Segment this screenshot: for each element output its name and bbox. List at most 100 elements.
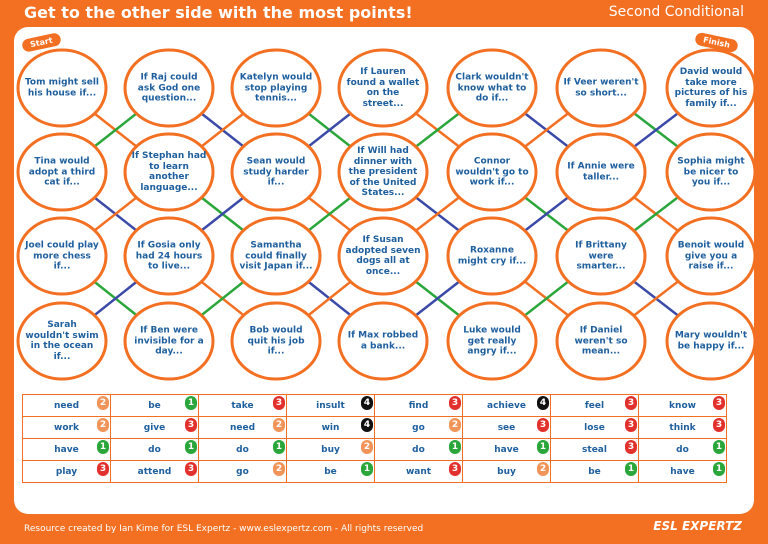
verb-word: attend	[137, 466, 172, 477]
board-space[interactable]	[555, 216, 647, 296]
verb-word: work	[54, 422, 79, 433]
board-space-text: David would take more pictures of his fa…	[674, 67, 748, 109]
verb-cell[interactable]: need 2	[22, 394, 111, 417]
board-space-text: Clark wouldn't know what to do if...	[455, 72, 529, 104]
board-space-text: Sarah wouldn't swim in the ocean if...	[25, 320, 99, 362]
verb-cell[interactable]: have 1	[638, 460, 727, 483]
board-space[interactable]	[337, 48, 429, 128]
board-space[interactable]	[446, 132, 538, 212]
points-badge: 3	[449, 396, 461, 410]
board-space-text: If Gosia only had 24 hours to live...	[135, 240, 203, 272]
board-space-text: If Brittany were smarter...	[575, 240, 627, 272]
board-space[interactable]	[665, 301, 757, 381]
verb-cell[interactable]: do 1	[374, 438, 463, 461]
board-space[interactable]	[230, 216, 322, 296]
verb-cell[interactable]: have 1	[462, 438, 551, 461]
verb-cell[interactable]: want 3	[374, 460, 463, 483]
verb-cell[interactable]: lose 3	[550, 416, 639, 439]
verb-cell[interactable]: see 3	[462, 416, 551, 439]
board-space[interactable]	[665, 216, 757, 296]
board-space[interactable]	[665, 48, 757, 128]
board-space[interactable]	[555, 301, 647, 381]
verb-word: buy	[321, 444, 340, 455]
verb-word: steal	[582, 444, 607, 455]
verb-cell[interactable]: achieve 4	[462, 394, 551, 417]
board-space-text: Luke would get really angry if...	[463, 325, 521, 357]
verb-word: do	[236, 444, 249, 455]
points-badge: 4	[537, 396, 549, 410]
verb-word: have	[670, 466, 695, 477]
board-space[interactable]	[230, 301, 322, 381]
board-space[interactable]	[16, 48, 108, 128]
points-badge: 3	[185, 418, 197, 432]
verb-word: need	[229, 422, 256, 433]
verb-cell[interactable]: go 2	[198, 460, 287, 483]
board-space[interactable]	[555, 132, 647, 212]
verb-word: achieve	[487, 400, 526, 411]
board-space[interactable]	[665, 132, 757, 212]
board-space[interactable]	[337, 301, 429, 381]
verb-word: have	[494, 444, 519, 455]
verb-cell[interactable]: know 3	[638, 394, 727, 417]
board-space[interactable]	[337, 132, 429, 212]
board-space[interactable]	[123, 216, 215, 296]
board-space[interactable]	[230, 48, 322, 128]
points-badge: 3	[537, 418, 549, 432]
verb-cell[interactable]: take 3	[198, 394, 287, 417]
verb-word: know	[669, 400, 696, 411]
board-space-text: If Annie were taller...	[567, 161, 635, 183]
verb-table: need 2 be 1 take 3 insult 4 find 3 achieve 4 feel 3 kn…	[22, 394, 727, 483]
verb-cell[interactable]: think 3	[638, 416, 727, 439]
verb-cell[interactable]: feel 3	[550, 394, 639, 417]
verb-cell[interactable]: buy 2	[462, 460, 551, 483]
points-badge: 3	[185, 462, 197, 476]
verb-word: buy	[497, 466, 516, 477]
board-space-text: If Susan adopted seven dogs all at once.…	[345, 235, 421, 277]
board-space[interactable]	[123, 132, 215, 212]
board-space[interactable]	[16, 301, 108, 381]
board-space[interactable]	[16, 216, 108, 296]
verb-cell[interactable]: insult 4	[286, 394, 375, 417]
verb-cell[interactable]: work 2	[22, 416, 111, 439]
verb-cell[interactable]: steal 3	[550, 438, 639, 461]
verb-cell[interactable]: need 2	[198, 416, 287, 439]
board-space[interactable]	[446, 216, 538, 296]
verb-cell[interactable]: do 1	[110, 438, 199, 461]
verb-cell[interactable]: be 1	[550, 460, 639, 483]
points-badge: 1	[97, 440, 109, 454]
board-space[interactable]	[123, 301, 215, 381]
points-badge: 1	[537, 440, 549, 454]
board-space[interactable]	[123, 48, 215, 128]
verb-word: see	[497, 422, 516, 433]
board-space-text: If Stephan had to learn another language…	[131, 151, 207, 193]
verb-cell[interactable]: give 3	[110, 416, 199, 439]
verb-cell[interactable]: have 1	[22, 438, 111, 461]
verb-word: be	[588, 466, 601, 477]
points-badge: 3	[97, 462, 109, 476]
points-badge: 1	[713, 440, 725, 454]
verb-cell[interactable]: be 1	[110, 394, 199, 417]
board-space[interactable]	[230, 132, 322, 212]
verb-cell[interactable]: buy 2	[286, 438, 375, 461]
board-space-text: Mary wouldn't be happy if...	[674, 330, 748, 352]
verb-cell[interactable]: play 3	[22, 460, 111, 483]
verb-row: play 3 attend 3 go 2 be 1 want 3 buy 2 be 1 have 1	[22, 460, 727, 483]
verb-cell[interactable]: do 1	[638, 438, 727, 461]
board-space[interactable]	[16, 132, 108, 212]
points-badge: 4	[361, 396, 373, 410]
board-space[interactable]	[446, 301, 538, 381]
board-space-text: Tom might sell his house if...	[24, 77, 100, 99]
verb-cell[interactable]: win 4	[286, 416, 375, 439]
verb-cell[interactable]: do 1	[198, 438, 287, 461]
verb-cell[interactable]: find 3	[374, 394, 463, 417]
verb-cell[interactable]: go 2	[374, 416, 463, 439]
board-space[interactable]	[337, 216, 429, 296]
board-space[interactable]	[446, 48, 538, 128]
verb-word: go	[236, 466, 249, 477]
verb-cell[interactable]: attend 3	[110, 460, 199, 483]
points-badge: 1	[713, 462, 725, 476]
board-space[interactable]	[555, 48, 647, 128]
board-space-text: Samantha could finally visit Japan if...	[239, 240, 313, 272]
verb-cell[interactable]: be 1	[286, 460, 375, 483]
points-badge: 3	[449, 462, 461, 476]
